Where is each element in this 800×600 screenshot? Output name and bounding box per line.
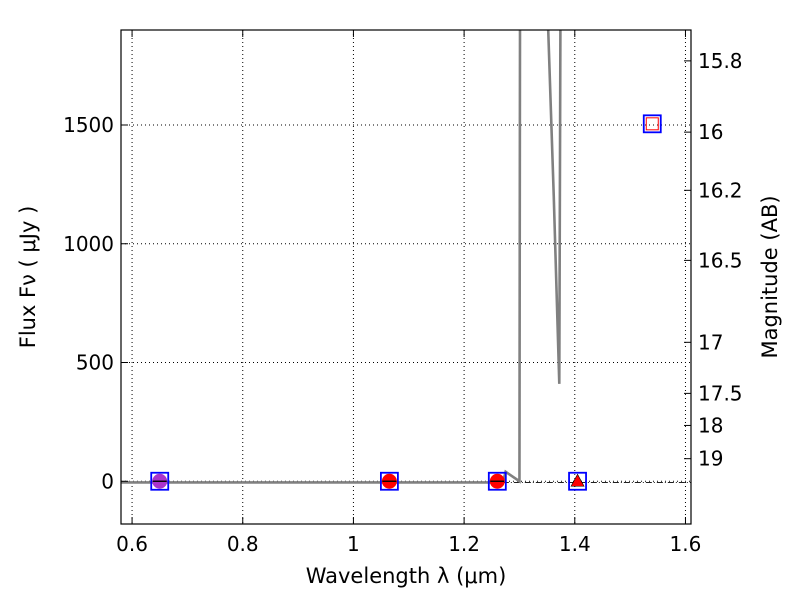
- mag-tick-label-0: 15.8: [698, 49, 743, 73]
- y-tick-label-2: 1000: [63, 232, 114, 256]
- y2-axis-label: Magnitude (AB): [758, 195, 782, 358]
- x-axis-label: Wavelength λ (μm): [306, 564, 507, 588]
- y-tick-label-0: 0: [101, 469, 114, 493]
- marker-layer: [150, 114, 662, 491]
- model-sed-curve: [121, 30, 562, 484]
- plot-frame: [120, 29, 692, 525]
- x-tick-label-5: 1.6: [670, 532, 702, 556]
- mag-tick-label-3: 16.5: [698, 248, 743, 272]
- series-layer: [121, 30, 691, 484]
- model-square-3: [568, 471, 587, 491]
- mag-tick-label-4: 17: [698, 330, 723, 354]
- y-tick-label-1: 500: [76, 351, 114, 375]
- model-square-1: [379, 471, 399, 491]
- data-point-3: [570, 473, 585, 487]
- upper-limit-square: [645, 117, 659, 131]
- x-tick-label-4: 1.4: [559, 532, 591, 556]
- x-tick-label-0: 0.6: [116, 532, 148, 556]
- model-square-0: [150, 471, 170, 491]
- mag-tick-label-5: 17.5: [698, 381, 743, 405]
- mag-tick-label-7: 19: [698, 447, 723, 471]
- x-tick-label-2: 1: [347, 532, 360, 556]
- grid-layer: [121, 30, 691, 524]
- y-axis-label: Flux Fν ( μJy ): [16, 206, 40, 349]
- mag-tick-label-6: 18: [698, 413, 723, 437]
- model-square-2: [487, 471, 507, 491]
- x-tick-label-3: 1.2: [448, 532, 480, 556]
- mag-tick-label-2: 16.2: [698, 178, 743, 202]
- y-tick-label-3: 1500: [63, 113, 114, 137]
- mag-tick-label-1: 16: [698, 120, 723, 144]
- model-square-4: [642, 114, 662, 134]
- tick-layer: 0.6 0.8 1 1.2 1.4 1.6 0 500 1000 1500 15.8 16 16.2 16…: [63, 30, 743, 556]
- x-tick-label-1: 0.8: [227, 532, 259, 556]
